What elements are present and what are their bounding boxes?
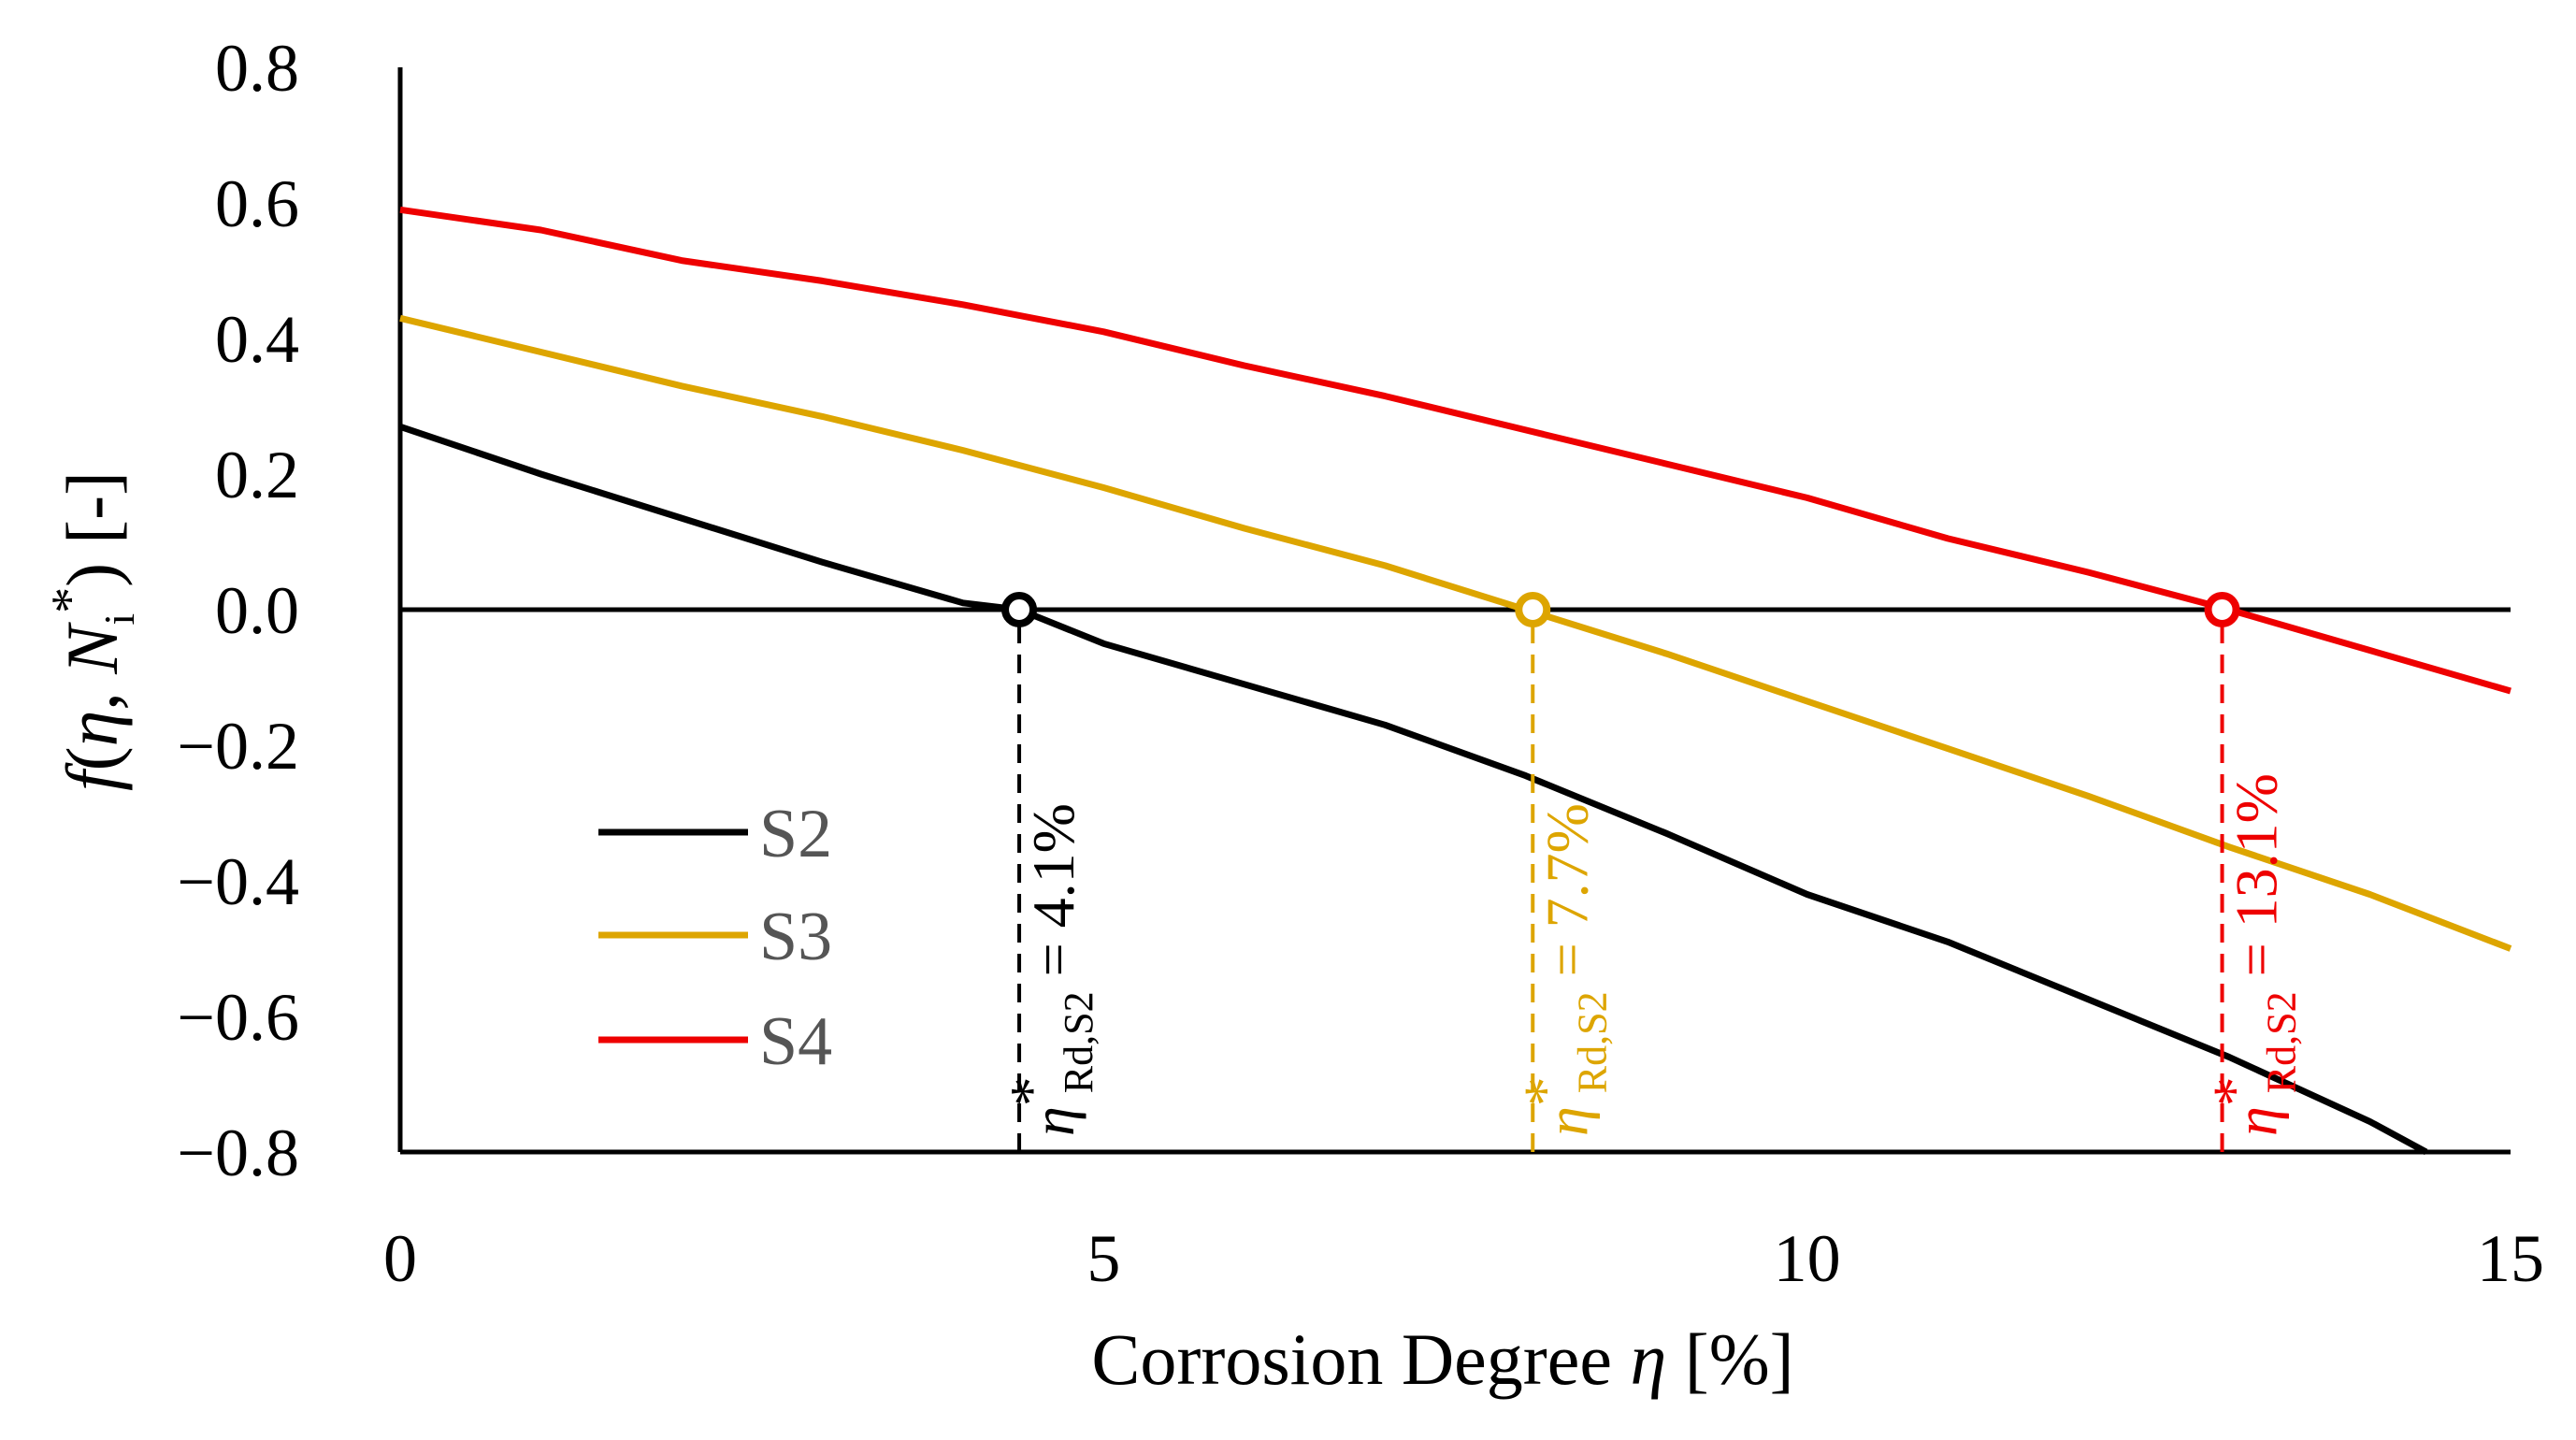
legend-label-s4: S4 (759, 1003, 832, 1080)
y-axis-star: * (41, 587, 99, 613)
y-axis-unit: [-] (51, 471, 133, 544)
x-tick-label: 5 (1087, 1221, 1120, 1296)
x-axis-title: Corrosion Degree η [%] (1091, 1318, 1793, 1400)
y-axis-comma: , (51, 674, 133, 711)
x-tick-label: 15 (2477, 1221, 2544, 1296)
annotation-value: = 7.7% (1533, 803, 1600, 991)
y-tick-label: −0.6 (177, 980, 299, 1055)
y-tick-label: −0.2 (177, 709, 299, 784)
annotation-s3: η*Rd,S2 = 7.7% (1511, 803, 1615, 1136)
annotation-sub: Rd,S2 (1569, 991, 1615, 1093)
series-line-s2 (398, 423, 2428, 1156)
y-axis-sub: i (95, 613, 143, 626)
annotation-eta: η (1020, 1106, 1087, 1136)
zero-crossing-marker-s2 (1001, 592, 1038, 627)
y-axis-open: ( (51, 746, 133, 770)
annotation-eta: η (2223, 1106, 2290, 1136)
x-axis-text: Corrosion Degree (1091, 1318, 1630, 1400)
y-tick-label: 0.8 (215, 31, 299, 106)
annotation-star: * (998, 1076, 1064, 1106)
y-axis-title: f(η, Ni*)[-] (41, 471, 143, 791)
plot-area: 0.8 0.6 0.4 0.2 0.0 −0.2 −0.4 −0.6 −0.8 0 5 10 15 S2 S… (177, 31, 2544, 1296)
y-tick-label: −0.8 (177, 1116, 299, 1190)
annotation-s4: η*Rd,S2 = 13.1% (2201, 773, 2305, 1136)
x-axis-unit: [%] (1666, 1318, 1793, 1400)
annotation-value: = 4.1% (1020, 803, 1087, 991)
legend-label-s3: S3 (759, 899, 832, 975)
annotation-eta: η (1533, 1106, 1600, 1136)
x-tick-label: 0 (383, 1221, 417, 1296)
annotation-star: * (1511, 1076, 1577, 1106)
series-line-s3 (399, 314, 2512, 952)
y-tick-label: 0.6 (215, 166, 299, 241)
annotation-star: * (2201, 1076, 2267, 1106)
y-tick-label: 0.2 (215, 438, 299, 512)
y-tick-label: 0.4 (215, 302, 299, 377)
y-axis-N: N (51, 622, 133, 675)
y-tick-label: 0.0 (215, 573, 299, 648)
annotation-value: = 13.1% (2223, 773, 2290, 991)
annotation-s2: η*Rd,S2 = 4.1% (998, 803, 1101, 1136)
legend-label-s2: S2 (759, 796, 832, 872)
y-tick-label: −0.4 (177, 844, 299, 919)
y-axis-eta: η (51, 711, 133, 747)
zero-crossing-marker-s3 (1515, 592, 1551, 627)
annotation-sub: Rd,S2 (2259, 991, 2305, 1093)
series-line-s4 (399, 206, 2511, 695)
x-axis-symbol: η (1631, 1318, 1667, 1400)
y-axis-close: ) (51, 563, 133, 587)
x-tick-label: 10 (1774, 1221, 1841, 1296)
annotation-sub: Rd,S2 (1056, 991, 1101, 1093)
zero-crossing-marker-s4 (2204, 592, 2240, 627)
